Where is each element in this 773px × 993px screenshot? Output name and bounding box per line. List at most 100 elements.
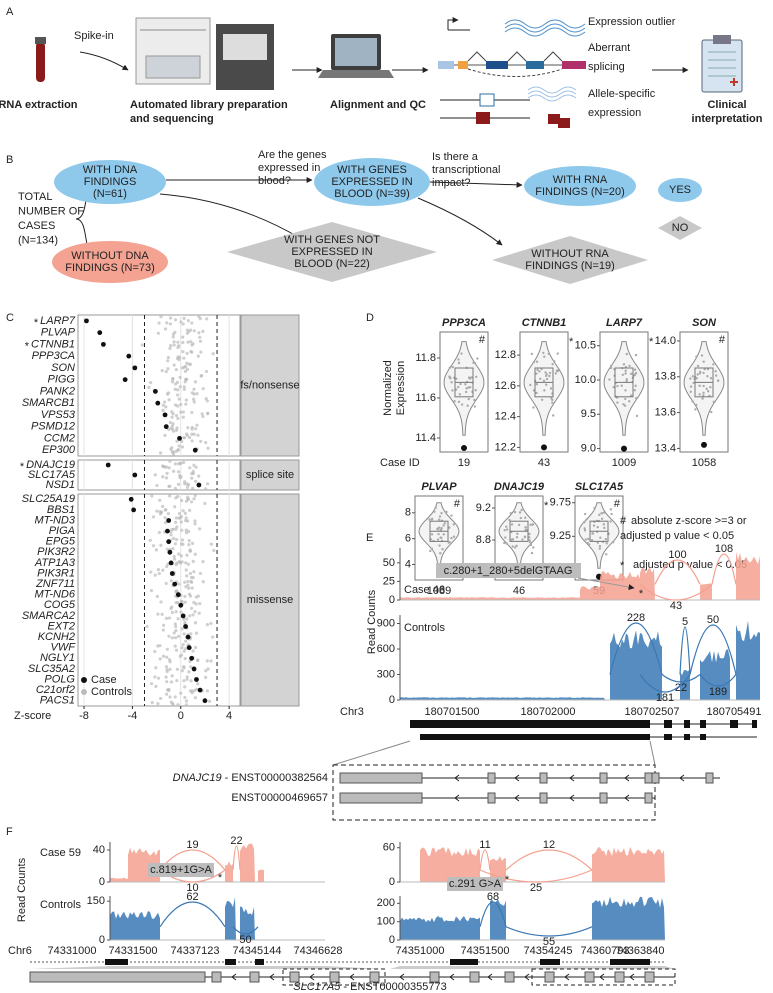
- control-dot: [156, 612, 160, 616]
- control-dot: [163, 508, 167, 512]
- note: absolute z-score >=3 or: [631, 515, 747, 527]
- control-dot: [458, 393, 462, 396]
- question: expressed in: [258, 162, 320, 174]
- y-tick-label: 9.0: [581, 442, 596, 454]
- strand-arrow: [514, 794, 520, 802]
- control-dot: [440, 536, 443, 539]
- flag: #: [614, 498, 621, 510]
- coverage: [420, 847, 480, 882]
- control-dot: [171, 536, 176, 540]
- control-dot: [698, 393, 701, 396]
- facet-label: missense: [247, 594, 293, 606]
- control-dot: [207, 699, 212, 703]
- control-dot: [169, 426, 173, 431]
- control-dot: [183, 511, 187, 515]
- control-dot: [176, 447, 180, 452]
- control-dot: [190, 343, 194, 347]
- control-dot: [186, 583, 190, 587]
- control-dot: [203, 501, 207, 506]
- case-id: 19: [458, 457, 470, 469]
- control-dot: [205, 399, 209, 403]
- strand-arrow: [514, 774, 520, 782]
- control-dot: [153, 675, 157, 679]
- transcript-label: ENST00000469657: [231, 792, 328, 804]
- strand-arrow: [569, 774, 575, 782]
- control-dot: [187, 435, 192, 440]
- control-dot: [521, 538, 524, 541]
- case-dot: [197, 687, 203, 693]
- case-id: 1009: [612, 457, 636, 469]
- control-dot: [168, 316, 173, 320]
- control-dot: [150, 682, 154, 686]
- control-dot: [625, 380, 628, 383]
- control-dot: [509, 511, 512, 515]
- laptop-base: [318, 70, 394, 78]
- control-dot: [209, 621, 213, 626]
- strand-arrow: [231, 973, 237, 981]
- junction-arc: [609, 622, 663, 675]
- control-dot: [167, 398, 171, 402]
- control-dot: [175, 667, 179, 671]
- control-dot: [177, 462, 181, 466]
- control-dot: [165, 321, 169, 325]
- case-dot: [126, 353, 132, 359]
- node-label: EXPRESSED IN: [331, 176, 412, 188]
- control-dot: [599, 536, 602, 539]
- junction-count: 11: [479, 839, 490, 851]
- control-dot: [160, 369, 164, 373]
- control-dot: [457, 361, 461, 365]
- control-dot: [176, 600, 180, 605]
- control-dot: [180, 669, 184, 673]
- control-dot: [189, 579, 193, 584]
- exon: [289, 971, 300, 983]
- control-dot: [181, 335, 185, 339]
- control-dot: [194, 465, 198, 469]
- control-dot: [206, 482, 210, 486]
- allele-box: [479, 93, 495, 107]
- control-dot: [185, 553, 189, 557]
- control-dot: [616, 401, 619, 404]
- allele-box: [558, 118, 570, 128]
- control-dot: [443, 522, 447, 525]
- gene-label: POLG: [44, 673, 75, 685]
- control-dot: [612, 385, 615, 389]
- control-dot: [428, 518, 431, 521]
- exon: [614, 971, 625, 983]
- control-dot: [211, 635, 215, 639]
- control-dot: [192, 400, 196, 404]
- gene-label: EPG5: [46, 536, 76, 548]
- control-dot: [178, 375, 182, 380]
- control-dot: [188, 466, 192, 470]
- control-dot: [523, 536, 527, 539]
- exon: [450, 959, 478, 965]
- control-dot: [188, 659, 192, 664]
- y-tick-label: 0: [389, 694, 395, 706]
- control-dot: [714, 374, 718, 377]
- control-dot: [450, 536, 453, 540]
- control-dot: [196, 594, 200, 598]
- track-name: Case 46: [404, 584, 445, 596]
- control-dot: [170, 636, 174, 640]
- control-dot: [700, 354, 704, 357]
- control-dot: [193, 552, 197, 556]
- strand-arrow: [454, 794, 460, 802]
- control-dot: [150, 494, 154, 498]
- node-label: BLOOD (N=39): [334, 188, 410, 200]
- control-dot: [197, 331, 201, 335]
- exon: [420, 734, 650, 740]
- junction-count: 68: [487, 891, 499, 903]
- control-dot: [193, 696, 198, 700]
- control-dot: [192, 463, 196, 467]
- strand-arrow: [449, 973, 455, 981]
- case-dot: [84, 318, 89, 324]
- control-dot: [702, 371, 705, 375]
- control-dot: [163, 516, 167, 520]
- control-dot: [165, 547, 170, 551]
- control-dot: [184, 432, 189, 436]
- exon: [584, 971, 595, 983]
- control-dot: [174, 449, 178, 453]
- gene-label: PPP3CA: [32, 350, 75, 362]
- control-dot: [585, 518, 588, 521]
- y-tick-label: 10.5: [575, 340, 596, 352]
- facet-strip: [240, 314, 300, 457]
